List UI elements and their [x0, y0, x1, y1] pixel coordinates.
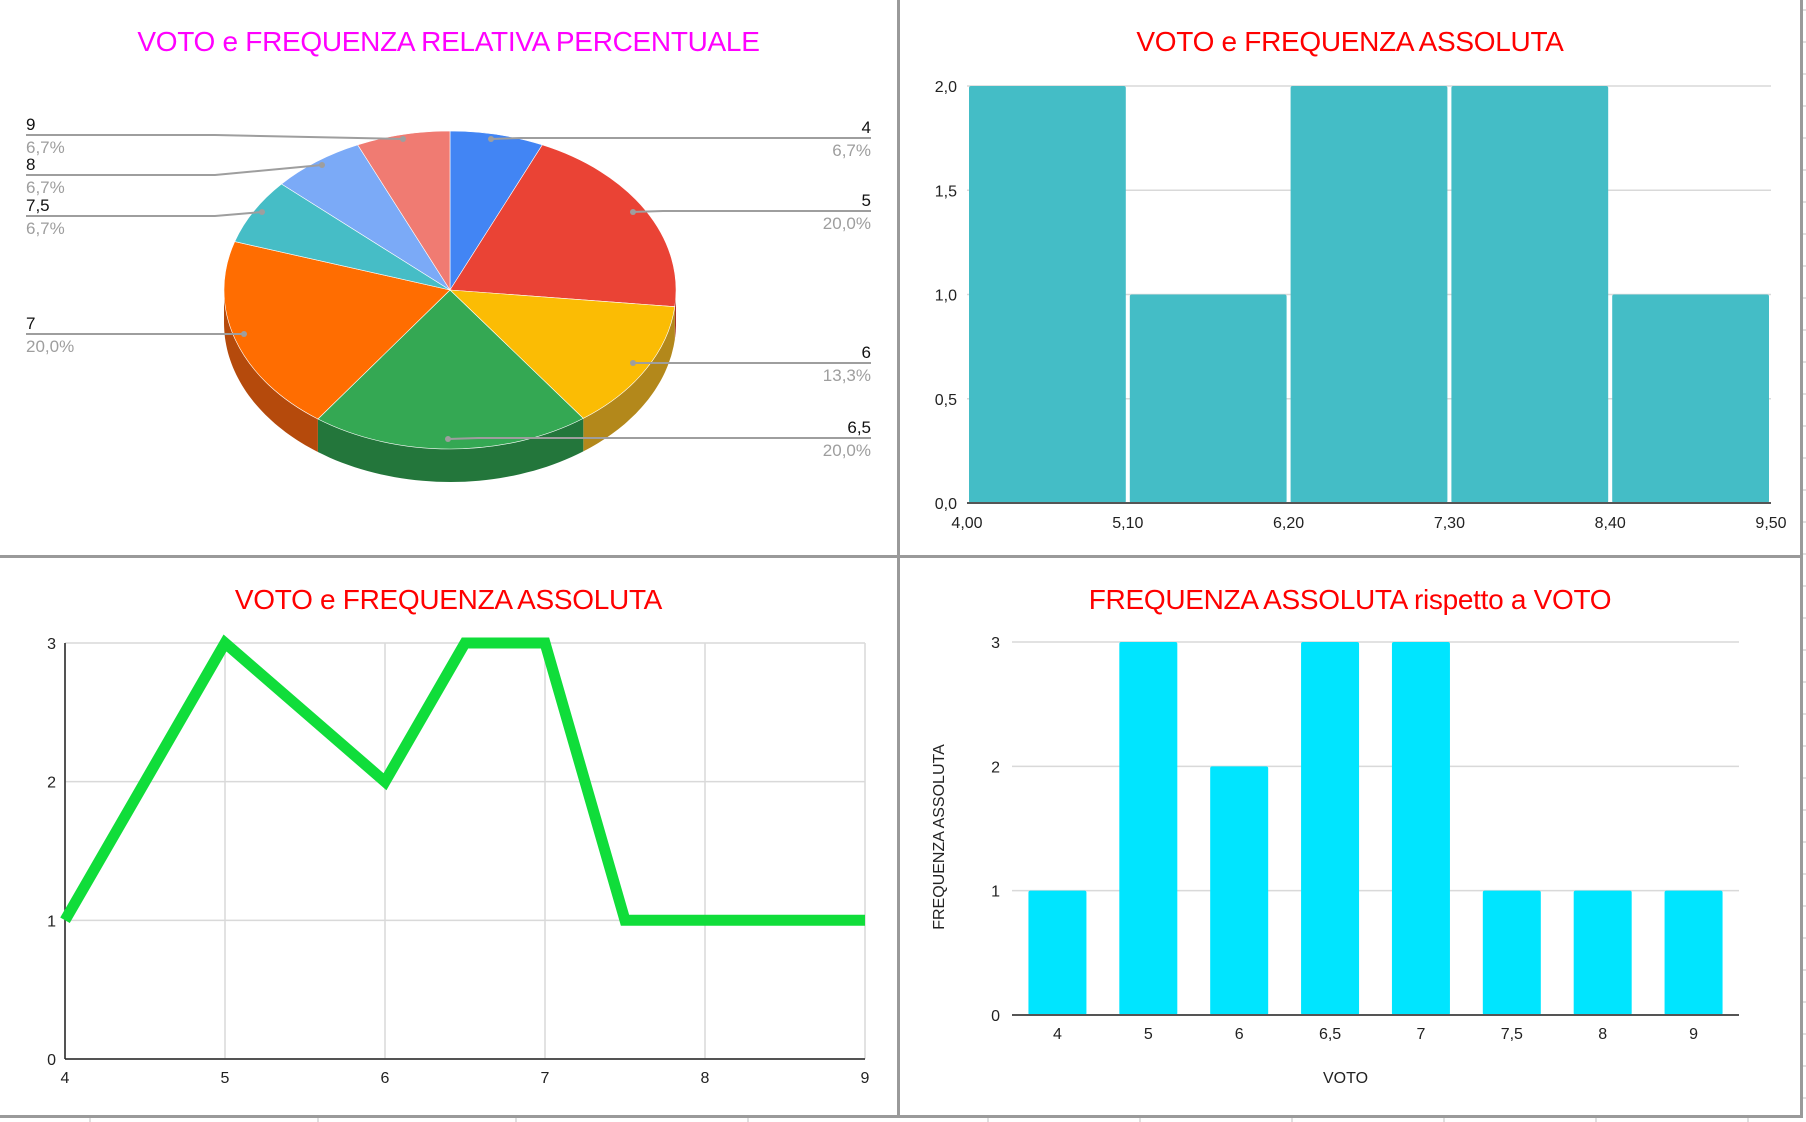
- pie-label-8: 8 6,7%: [26, 155, 325, 197]
- line-chart-title: VOTO e FREQUENZA ASSOLUTA: [234, 584, 663, 615]
- pie-slice-6,5[interactable]: [317, 289, 584, 450]
- y-tick: 1: [991, 884, 1000, 901]
- x-tick: 9,50: [1755, 515, 1786, 532]
- y-tick: 3: [47, 636, 56, 653]
- y-tick: 0,0: [935, 496, 957, 513]
- histogram-title: VOTO e FREQUENZA ASSOLUTA: [1136, 26, 1564, 57]
- x-tick: 5: [1144, 1026, 1153, 1043]
- svg-text:6,7%: 6,7%: [26, 138, 65, 157]
- x-tick: 5: [221, 1070, 230, 1087]
- bar-6[interactable]: [1210, 766, 1269, 1015]
- x-axis-title: VOTO: [1323, 1070, 1368, 1087]
- bar-9[interactable]: [1664, 890, 1723, 1015]
- x-tick: 9: [1689, 1026, 1698, 1043]
- pie-side-4: [224, 290, 318, 452]
- svg-text:9: 9: [26, 115, 35, 134]
- svg-text:6,5: 6,5: [847, 418, 871, 437]
- svg-text:6,7%: 6,7%: [26, 178, 65, 197]
- histogram-bar[interactable]: [1290, 86, 1448, 503]
- bar-5[interactable]: [1119, 642, 1178, 1015]
- pie-label-7,5: 7,5 6,7%: [26, 196, 265, 238]
- bar-chart-title: FREQUENZA ASSOLUTA rispetto a VOTO: [1088, 584, 1612, 615]
- x-tick: 7: [1416, 1026, 1425, 1043]
- svg-text:7,5: 7,5: [26, 196, 50, 215]
- histogram-bar[interactable]: [1612, 294, 1769, 504]
- y-tick: 1,5: [935, 183, 957, 200]
- line-series[interactable]: [60, 634, 865, 926]
- pie-label-6: 6 13,3%: [630, 343, 871, 385]
- y-tick: 3: [991, 635, 1000, 652]
- line-chart-panel[interactable]: VOTO e FREQUENZA ASSOLUTA 0 1 2 3 4 5 6 7 8 9: [0, 555, 900, 1118]
- svg-text:8: 8: [26, 155, 35, 174]
- y-axis-title: FREQUENZA ASSOLUTA: [931, 744, 948, 930]
- y-tick: 0,5: [935, 392, 957, 409]
- svg-text:5: 5: [862, 191, 871, 210]
- y-tick: 2,0: [935, 79, 957, 96]
- svg-text:4: 4: [862, 118, 871, 137]
- pie-chart-title: VOTO e FREQUENZA RELATIVA PERCENTUALE: [137, 26, 760, 57]
- x-tick: 4: [1053, 1026, 1062, 1043]
- x-tick: 7,30: [1434, 515, 1465, 532]
- y-tick: 2: [47, 775, 56, 792]
- histogram-bar[interactable]: [1451, 86, 1609, 503]
- y-tick: 1: [47, 913, 56, 930]
- svg-text:13,3%: 13,3%: [823, 366, 871, 385]
- x-tick: 6: [1235, 1026, 1244, 1043]
- line-chart-plot: 0 1 2 3 4 5 6 7 8 9: [47, 634, 870, 1087]
- pie-label-5: 5 20,0%: [630, 191, 871, 233]
- x-tick: 4: [61, 1070, 70, 1087]
- pie-side-3: [317, 418, 584, 482]
- pie-slice-6[interactable]: [449, 289, 676, 419]
- histogram-plot: 0,0 0,5 1,0 1,5 2,0 4,00 5,10 6,20 7,30 8,40 9,50: [935, 79, 1787, 532]
- x-tick: 5,10: [1112, 515, 1143, 532]
- pie-label-4: 4 6,7%: [488, 118, 871, 160]
- x-tick: 7,5: [1501, 1026, 1523, 1043]
- svg-text:7: 7: [26, 314, 35, 333]
- svg-text:20,0%: 20,0%: [823, 441, 871, 460]
- bar-chart-plot: 0 1 2 3 4 5 6 6,5 7 7,5 8 9 VOTO FREQUENZA ASSOLUTA: [931, 635, 1739, 1087]
- bar-7[interactable]: [1391, 642, 1450, 1015]
- pie-side-2: [583, 306, 675, 452]
- y-tick: 0: [47, 1052, 56, 1069]
- bar-8[interactable]: [1573, 890, 1632, 1015]
- histogram-panel[interactable]: VOTO e FREQUENZA ASSOLUTA 0,0 0,5 1,0 1,5 2,…: [897, 0, 1803, 560]
- pie-slice-9[interactable]: [357, 130, 451, 292]
- pie-label-6,5: 6,5 20,0%: [445, 418, 871, 460]
- svg-text:20,0%: 20,0%: [26, 337, 74, 356]
- svg-text:6: 6: [862, 343, 871, 362]
- pie-slice-7[interactable]: [223, 241, 451, 420]
- x-tick: 6: [381, 1070, 390, 1087]
- svg-text:20,0%: 20,0%: [823, 214, 871, 233]
- x-tick: 8,40: [1595, 515, 1626, 532]
- svg-text:6,7%: 6,7%: [26, 219, 65, 238]
- x-tick: 6,5: [1319, 1026, 1341, 1043]
- x-tick: 8: [1598, 1026, 1607, 1043]
- y-tick: 1,0: [935, 288, 957, 305]
- pie-label-9: 9 6,7%: [26, 115, 406, 157]
- pie-label-7: 7 20,0%: [26, 314, 247, 356]
- y-tick: 0: [991, 1008, 1000, 1025]
- x-tick: 6,20: [1273, 515, 1304, 532]
- y-tick: 2: [991, 759, 1000, 776]
- pie-chart-panel[interactable]: VOTO e FREQUENZA RELATIVA PERCENTUALE 4 6…: [0, 0, 900, 560]
- x-tick: 8: [701, 1070, 710, 1087]
- pie-side-1: [674, 290, 676, 340]
- histogram-bar[interactable]: [969, 86, 1126, 503]
- x-tick: 4,00: [951, 515, 982, 532]
- pie-chart-plot: 46,7%520,0%613,3%6,520,0%720,0%7,56,7%86…: [26, 115, 871, 482]
- bar-6,5[interactable]: [1301, 642, 1360, 1015]
- bar-4[interactable]: [1028, 890, 1087, 1015]
- x-tick: 9: [861, 1070, 870, 1087]
- bar-7,5[interactable]: [1482, 890, 1541, 1015]
- histogram-bar[interactable]: [1129, 294, 1287, 504]
- svg-text:6,7%: 6,7%: [832, 141, 871, 160]
- x-tick: 7: [541, 1070, 550, 1087]
- bar-chart-panel[interactable]: FREQUENZA ASSOLUTA rispetto a VOTO 0 1 2 3 4…: [897, 555, 1803, 1118]
